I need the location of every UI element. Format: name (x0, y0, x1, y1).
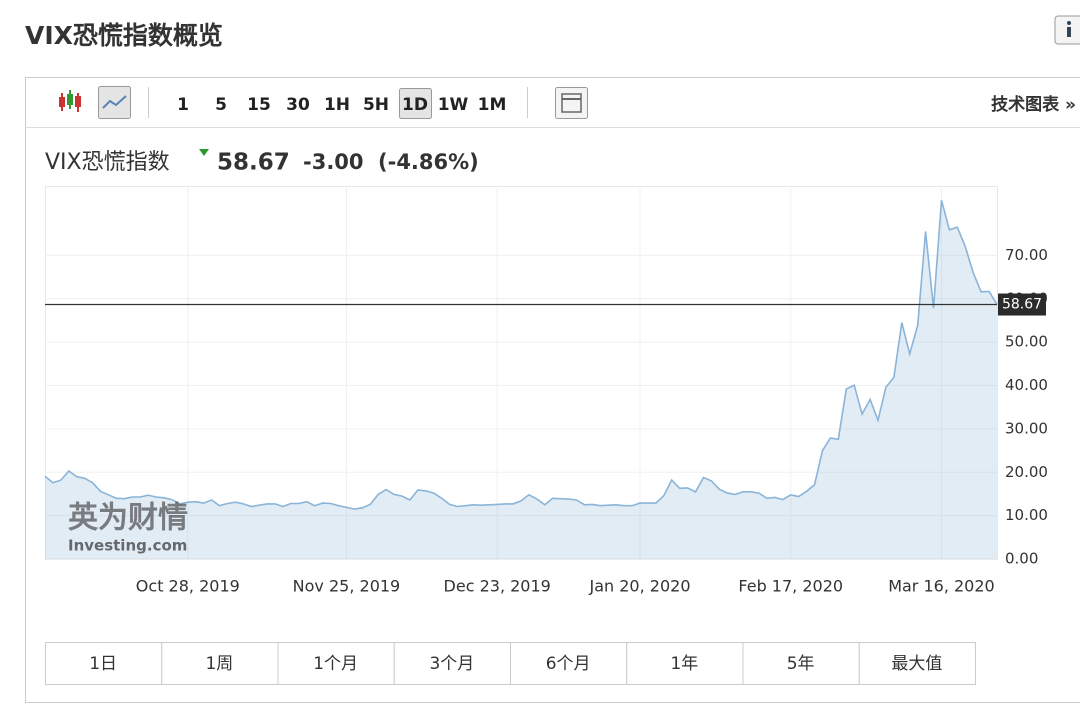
interval-button[interactable]: 1 (177, 95, 189, 115)
quote-name: VIX恐慌指数 (45, 150, 170, 175)
range-button[interactable]: 1周 (161, 642, 279, 685)
range-button[interactable]: 3个月 (393, 642, 511, 685)
range-button-label: 1个月 (313, 654, 358, 674)
quote-change: -3.00 (303, 150, 364, 174)
y-tick-label: 20.00 (1005, 463, 1048, 481)
range-button-label: 1年 (670, 654, 698, 674)
range-button[interactable]: 1日 (45, 642, 163, 685)
candle-body (59, 97, 65, 107)
line-icon-stroke (102, 95, 127, 109)
info-dot (1067, 21, 1071, 25)
y-tick-label: 10.00 (1005, 506, 1048, 524)
table-icon[interactable] (555, 87, 588, 119)
line-icon-box (98, 86, 131, 119)
interval-button[interactable]: 30 (286, 95, 310, 115)
y-tick-label: 70.00 (1005, 246, 1048, 264)
range-button[interactable]: 1个月 (277, 642, 395, 685)
current-value-box (998, 293, 1046, 316)
interval-button[interactable]: 15 (247, 95, 271, 115)
range-button-box (277, 642, 395, 685)
table-icon-frame (561, 93, 582, 113)
x-tick-label: Oct 28, 2019 (136, 577, 240, 596)
interval-group: 1 5 15 30 1H 5H 1D 1W 1M (177, 95, 506, 115)
interval-button[interactable]: 5H (363, 95, 389, 115)
range-button-box (393, 642, 511, 685)
down-arrow (199, 149, 209, 156)
range-button[interactable]: 6个月 (510, 642, 628, 685)
quote-price: 58.67 (217, 150, 290, 176)
watermark-en: Investing.com (68, 537, 187, 555)
candle-icon[interactable] (59, 90, 81, 112)
candle-body (67, 94, 73, 105)
candle-body (75, 96, 81, 107)
technical-chart-link[interactable]: 技术图表 » (991, 94, 1076, 115)
x-tick-label: Nov 25, 2019 (293, 577, 401, 596)
range-button-box (626, 642, 744, 685)
line-icon[interactable] (98, 86, 131, 119)
range-group: 1日 1周 1个月 3个月 6个月 1年 5年 最大值 (45, 642, 976, 685)
y-tick-label: 40.00 (1005, 376, 1048, 394)
interval-button[interactable]: 5 (215, 95, 227, 115)
chart: 0.0010.0020.0030.0040.0050.0060.0070.00O… (44, 186, 1048, 596)
page-title: VIX恐慌指数概览 (25, 21, 223, 50)
range-button-box (858, 642, 976, 685)
interval-selected (399, 88, 432, 119)
range-button-label: 5年 (787, 654, 815, 674)
table-icon-box (555, 87, 588, 119)
y-tick-label: 30.00 (1005, 419, 1048, 437)
interval-button[interactable]: 1D (402, 95, 428, 115)
panel (25, 77, 1080, 703)
toolbar (26, 78, 1080, 127)
info-button[interactable] (1054, 15, 1080, 45)
info-stem (1067, 27, 1071, 37)
area-fill (45, 200, 997, 560)
range-button-box (742, 642, 860, 685)
plot-area (45, 186, 998, 560)
range-button-label: 1日 (89, 654, 117, 674)
x-tick-label: Feb 17, 2020 (738, 577, 843, 596)
range-button-box (161, 642, 279, 685)
watermark-cn: 英为财情 (68, 501, 188, 536)
interval-button[interactable]: 1W (438, 95, 469, 115)
range-button-label: 6个月 (546, 654, 591, 674)
quote-change-percent: (-4.86%) (378, 150, 479, 174)
range-button-label: 1周 (205, 654, 233, 674)
range-button[interactable]: 最大值 (858, 642, 976, 685)
x-tick-label: Mar 16, 2020 (888, 577, 995, 596)
current-value-label: 58.67 (1002, 297, 1042, 313)
interval-button[interactable]: 1H (324, 95, 350, 115)
range-button-label: 3个月 (429, 654, 474, 674)
range-button-label: 最大值 (891, 654, 942, 674)
x-tick-label: Dec 23, 2019 (444, 577, 551, 596)
interval-button[interactable]: 1M (478, 95, 507, 115)
range-button[interactable]: 5年 (742, 642, 860, 685)
series-line (44, 200, 998, 510)
y-tick-label: 0.00 (1005, 550, 1038, 568)
x-tick-label: Jan 20, 2020 (589, 577, 691, 596)
range-button[interactable]: 1年 (626, 642, 744, 685)
y-tick-label: 50.00 (1005, 333, 1048, 351)
